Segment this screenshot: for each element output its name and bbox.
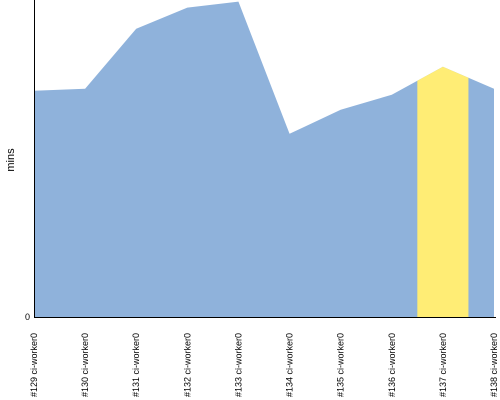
x-tick-label: #134 ci-worker0	[285, 333, 295, 397]
x-tick-labels: #129 ci-worker0 #130 ci-worker0 #131 ci-wo…	[29, 333, 499, 397]
x-tick-label: #133 ci-worker0	[233, 333, 243, 397]
x-tick-label: #136 ci-worker0	[387, 333, 397, 397]
y-tick-label: 0	[25, 312, 30, 322]
x-tick-label: #132 ci-worker0	[182, 333, 192, 397]
x-tick-label: #131 ci-worker0	[131, 333, 141, 397]
x-tick-label: #135 ci-worker0	[336, 333, 346, 397]
plot-area	[34, 1, 494, 318]
x-tick-label: #137 ci-worker0	[438, 333, 448, 397]
x-tick-label: #130 ci-worker0	[80, 333, 90, 397]
x-tick-label: #129 ci-worker0	[29, 333, 39, 397]
x-tick-label: #138 ci-worker0	[489, 333, 499, 397]
area-series	[34, 1, 494, 317]
y-axis-label: mins	[5, 148, 17, 172]
highlight-band	[417, 66, 469, 318]
